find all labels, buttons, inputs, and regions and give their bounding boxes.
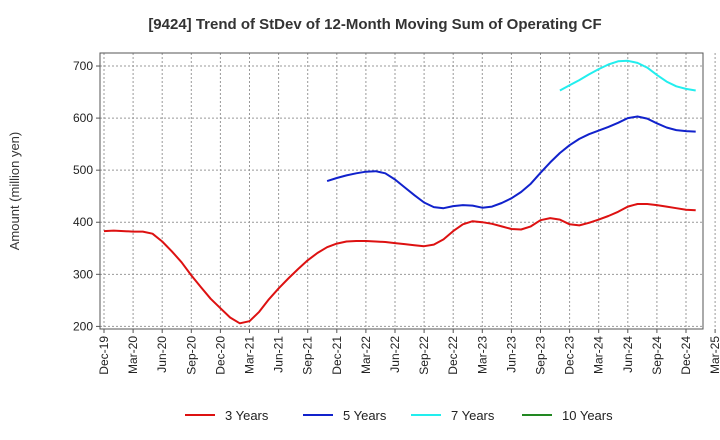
x-tick-label: Jun-22 [388,336,402,373]
x-tick-label: Jun-23 [504,336,518,373]
y-axis-ticks: 200 300 400 500 600 700 [73,59,100,333]
x-tick-label: Mar-20 [126,336,140,374]
x-tick-label: Dec-20 [213,336,227,375]
series-line-3-years [103,203,696,325]
x-tick-label: Dec-21 [330,336,344,375]
x-tick-label: Sep-23 [534,336,548,375]
x-tick-label: Sep-24 [650,336,664,375]
legend: 3 Years 5 Years 7 Years 10 Years [185,408,613,423]
x-tick-label: Mar-23 [475,336,489,374]
chart-title: [9424] Trend of StDev of 12-Month Moving… [148,16,601,33]
x-tick-label: Dec-23 [563,336,577,375]
x-tick-label: Jun-21 [272,336,286,373]
plot-area-frame [99,52,704,330]
x-tick-label: Mar-25 [708,336,720,374]
legend-label: 7 Years [451,408,495,423]
series-line-7-years [559,59,696,92]
y-tick-label: 200 [73,319,93,333]
x-tick-label: Jun-20 [155,336,169,373]
x-tick-label: Mar-21 [243,336,257,374]
series-line-5-years [326,115,696,210]
x-tick-label: Mar-22 [359,336,373,374]
y-axis-label: Amount (million yen) [7,132,22,251]
x-tick-label: Sep-22 [417,336,431,375]
y-tick-label: 500 [73,163,93,177]
y-tick-label: 700 [73,59,93,73]
x-tick-label: Dec-19 [97,336,111,375]
legend-label: 10 Years [562,408,613,423]
legend-label: 3 Years [225,408,269,423]
x-axis-ticks: Dec-19 Mar-20 Jun-20 Sep-20 Dec-20 Mar-21 Jun-… [97,329,720,375]
legend-label: 5 Years [343,408,387,423]
x-tick-label: Sep-21 [301,336,315,375]
x-tick-label: Sep-20 [184,336,198,375]
y-tick-label: 300 [73,267,93,281]
x-tick-label: Dec-22 [446,336,460,375]
x-tick-label: Jun-24 [621,336,635,373]
x-tick-label: Dec-24 [679,336,693,375]
series-lines [103,59,696,325]
y-tick-label: 400 [73,215,93,229]
gridlines [100,53,716,329]
x-tick-label: Mar-24 [592,336,606,374]
y-tick-label: 600 [73,111,93,125]
